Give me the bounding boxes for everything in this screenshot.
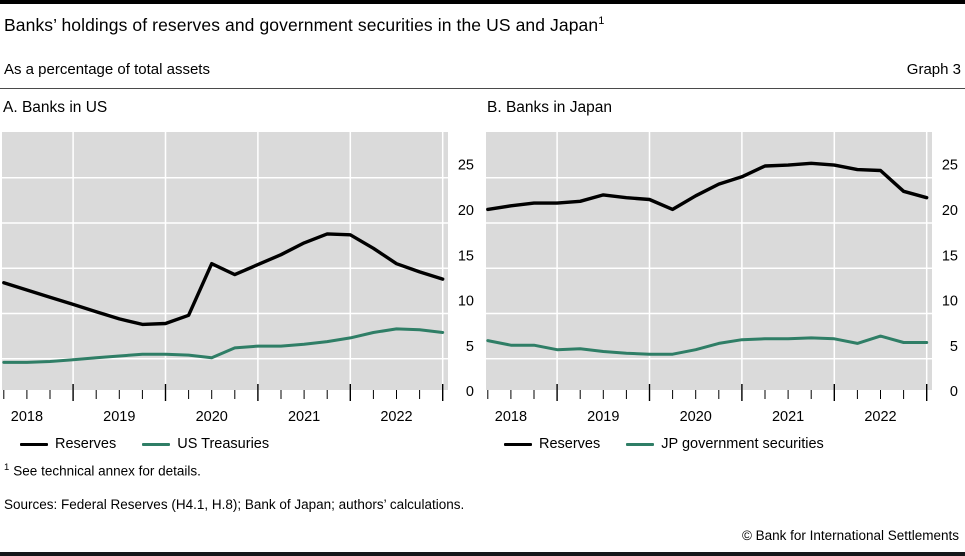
title-footnote-marker: 1 [598,15,605,28]
title-text: Banks’ holdings of reserves and governme… [4,15,599,35]
svg-text:10: 10 [458,294,474,310]
legend-item-jp-reserves: Reserves [504,436,600,452]
legend-label-jp-reserves: Reserves [539,436,601,452]
svg-text:15: 15 [458,248,474,264]
svg-text:2019: 2019 [587,409,619,424]
svg-text:25: 25 [942,158,958,174]
footnote: 1 See technical annex for details. [4,462,201,479]
top-border-bar [0,0,965,4]
jp-reserves-line-swatch [504,442,532,446]
legend-item-us-reserves: Reserves [20,436,116,452]
jp-securities-line-swatch [626,442,655,446]
footnote-marker: 1 [4,462,10,473]
header-divider [0,88,965,89]
svg-text:15: 15 [942,248,958,264]
svg-text:0: 0 [466,384,474,400]
svg-text:2019: 2019 [103,409,135,424]
svg-text:2021: 2021 [772,409,804,424]
svg-text:0: 0 [950,384,958,400]
japan-chart: 0 5 10 15 20 25 2018 2019 2020 2021 2022 [486,132,958,424]
svg-text:25: 25 [458,158,474,174]
svg-text:2022: 2022 [380,409,412,424]
us-chart: 0 5 10 15 20 25 2018 2019 2020 2021 2022 [2,132,474,424]
japan-chart-legend: Reserves JP government securities [504,436,824,452]
legend-item-us-treasuries: US Treasuries [142,436,269,452]
treasuries-line-swatch [142,442,171,446]
copyright-notice: © Bank for International Settlements [741,528,959,543]
us-chart-legend: Reserves US Treasuries [20,436,269,452]
bottom-border-bar [0,552,965,556]
svg-text:10: 10 [942,294,958,310]
footnote-text: See technical annex for details. [13,463,201,479]
legend-label-us-treasuries: US Treasuries [177,436,270,452]
panel-a-title: A. Banks in US [3,99,108,116]
svg-text:5: 5 [466,339,474,355]
svg-text:2018: 2018 [11,409,43,424]
legend-label-us-reserves: Reserves [55,436,117,452]
page-title: Banks’ holdings of reserves and governme… [4,15,604,36]
svg-text:2020: 2020 [680,409,712,424]
svg-text:2018: 2018 [495,409,527,424]
reserves-line-swatch [20,442,48,446]
svg-text:2021: 2021 [288,409,320,424]
sources-line: Sources: Federal Reserves (H4.1, H.8); B… [4,497,465,512]
svg-text:20: 20 [458,203,474,219]
panel-b-title: B. Banks in Japan [487,99,612,116]
legend-label-jp-securities: JP government securities [661,436,824,452]
svg-text:5: 5 [950,339,958,355]
svg-text:2022: 2022 [864,409,896,424]
legend-item-jp-securities: JP government securities [626,436,824,452]
chart-subtitle: As a percentage of total assets [4,61,210,78]
svg-text:20: 20 [942,203,958,219]
svg-text:2020: 2020 [196,409,228,424]
graph-number-label: Graph 3 [906,61,961,78]
